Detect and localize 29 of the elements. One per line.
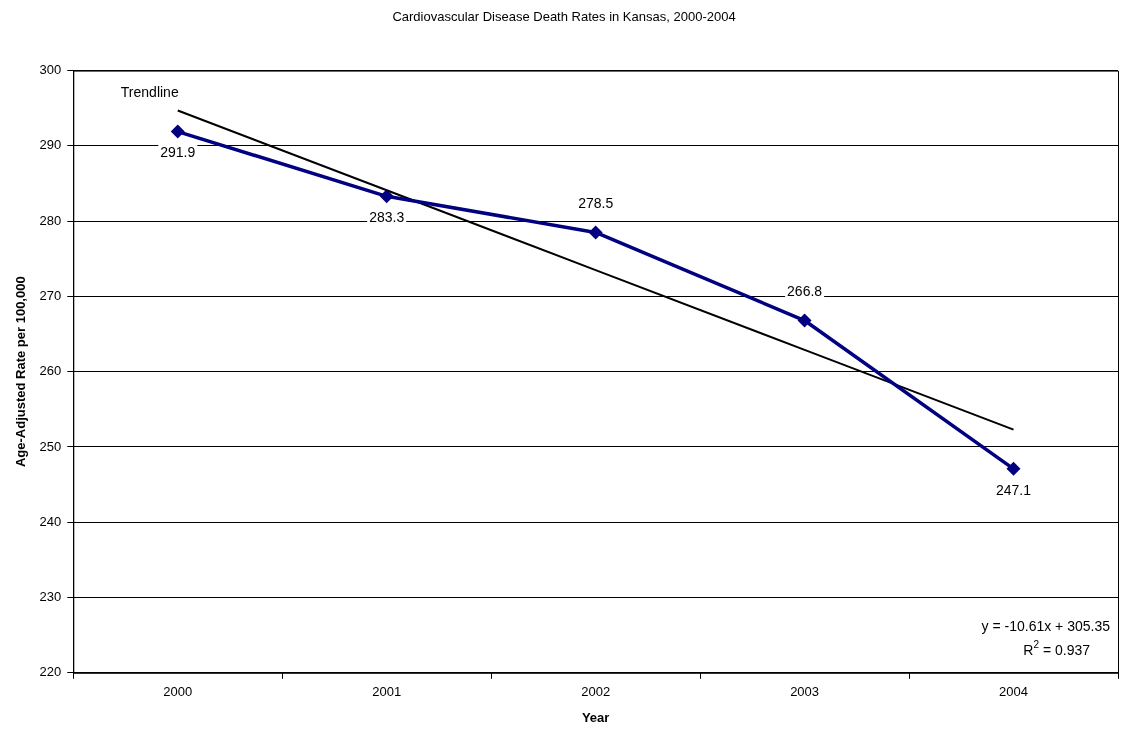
x-tick-label: 2002 [581, 684, 611, 700]
point [797, 313, 812, 328]
y-tick-label: 240 [39, 513, 62, 529]
x-tick-label: 2001 [372, 684, 402, 700]
x-tick-label: 2004 [999, 684, 1028, 700]
x-tick-label: 2000 [163, 684, 193, 700]
y-tick-label: 270 [39, 288, 62, 303]
y-tick-label: 300 [39, 62, 62, 78]
x-tick-label: 2003 [790, 684, 820, 700]
annotation: y = -10.61x + 305.35 [981, 617, 1111, 634]
y-tick-label: 220 [39, 664, 62, 680]
y-tick-label: 250 [39, 438, 62, 454]
data-label: 247.1 [996, 481, 1032, 498]
data-label: 283.3 [369, 209, 405, 226]
point [1006, 461, 1021, 476]
y-tick-label: 290 [39, 137, 62, 153]
data-label: 291.9 [160, 144, 196, 161]
y-tick-label: 230 [39, 589, 62, 605]
y-tick-label: 280 [39, 212, 62, 228]
y-tick-label: 260 [39, 363, 62, 379]
point [379, 189, 394, 204]
data-label: 278.5 [578, 195, 614, 212]
y-axis-title: Age-Adjusted Rate per 100,000 [13, 276, 29, 468]
chart-title: Cardiovascular Disease Death Rates in Kansas, 2000-2004 [392, 9, 736, 25]
point [588, 225, 603, 240]
x-axis-title: Year [581, 709, 610, 725]
series-label: Trendline [120, 84, 179, 101]
point [170, 124, 185, 139]
data-label: 266.8 [787, 283, 823, 300]
